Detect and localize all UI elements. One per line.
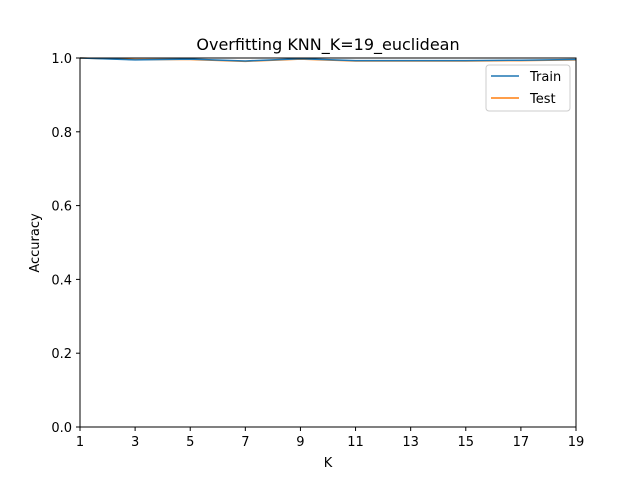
x-tick-label: 3 [131, 435, 139, 450]
y-tick-label: 0.2 [51, 347, 72, 362]
legend-label-train: Train [529, 70, 561, 85]
y-tick-label: 0.4 [51, 273, 72, 288]
y-tick-label: 0.6 [51, 200, 72, 215]
y-tick-label: 0.0 [51, 421, 72, 436]
x-tick-label: 7 [241, 435, 249, 450]
y-axis: 0.0 0.2 0.4 0.6 0.8 1.0 [51, 52, 80, 436]
y-tick-label: 1.0 [51, 52, 72, 67]
x-tick-label: 11 [347, 435, 364, 450]
plot-frame [79, 57, 577, 428]
x-tick-label: 17 [513, 435, 530, 450]
legend-label-test: Test [529, 92, 556, 107]
y-tick-label: 0.8 [51, 126, 72, 141]
x-axis-label: K [324, 456, 333, 471]
legend: Train Test [485, 64, 571, 112]
x-tick-label: 5 [186, 435, 194, 450]
series-lines [79, 57, 577, 63]
series-line-train [79, 57, 577, 62]
chart-title: Overfitting KNN_K=19_euclidean [196, 35, 459, 55]
x-tick-label: 19 [568, 435, 585, 450]
x-tick-label: 9 [296, 435, 304, 450]
x-tick-label: 15 [458, 435, 475, 450]
x-tick-label: 13 [402, 435, 419, 450]
x-axis: 1 3 5 7 9 11 13 15 17 19 [76, 427, 584, 450]
y-axis-label: Accuracy [28, 213, 43, 273]
x-tick-label: 1 [76, 435, 84, 450]
